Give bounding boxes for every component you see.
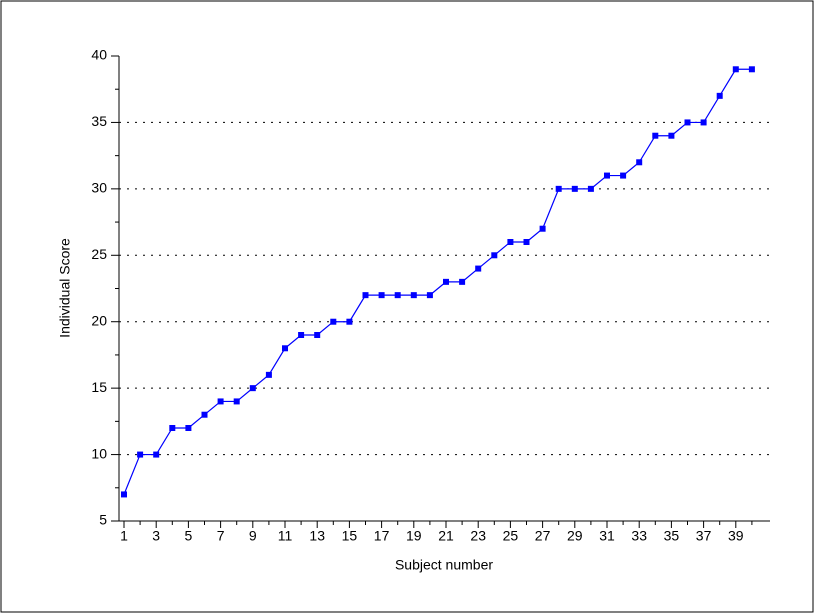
x-tick-label: 15	[342, 528, 358, 544]
point	[700, 119, 707, 126]
point	[217, 398, 224, 405]
x-tick-label: 7	[217, 528, 225, 544]
point	[249, 385, 256, 392]
point	[153, 451, 160, 458]
x-tick-label: 37	[696, 528, 712, 544]
point	[716, 92, 723, 99]
y-tick-label: 40	[91, 47, 107, 63]
point	[394, 292, 401, 299]
point	[652, 132, 659, 139]
point	[137, 451, 144, 458]
y-tick-label: 35	[91, 113, 107, 129]
x-tick-label: 29	[567, 528, 583, 544]
x-tick-label: 9	[249, 528, 257, 544]
point	[362, 292, 369, 299]
x-tick-label: 21	[438, 528, 454, 544]
point	[604, 172, 610, 179]
y-tick-label: 10	[91, 445, 107, 461]
point	[185, 425, 192, 431]
point	[426, 292, 433, 299]
point	[684, 119, 691, 126]
point	[459, 278, 466, 285]
point	[748, 66, 755, 73]
point	[169, 425, 176, 431]
x-tick-label: 19	[406, 528, 422, 544]
point	[475, 265, 482, 272]
point	[330, 318, 337, 325]
x-tick-label: 35	[664, 528, 680, 544]
y-tick-label: 5	[99, 512, 107, 528]
y-axis-label: Individual Score	[57, 238, 73, 338]
point	[282, 345, 288, 352]
x-tick-label: 23	[470, 528, 486, 544]
point	[555, 185, 562, 192]
point	[443, 278, 449, 285]
point	[539, 225, 546, 232]
x-tick-label: 31	[599, 528, 615, 544]
point	[314, 332, 321, 338]
x-tick-label: 39	[728, 528, 744, 544]
point	[410, 292, 417, 299]
point	[571, 185, 578, 192]
point	[636, 159, 643, 166]
point	[523, 239, 530, 245]
series-line	[123, 68, 752, 495]
x-tick-label: 17	[374, 528, 390, 544]
x-tick-label: 3	[152, 528, 160, 544]
x-tick-label: 5	[185, 528, 193, 544]
x-tick-label: 1	[120, 528, 128, 544]
point	[587, 185, 594, 192]
point	[620, 172, 627, 179]
x-tick-label: 33	[631, 528, 647, 544]
y-tick-label: 30	[91, 180, 107, 196]
point	[507, 239, 514, 245]
point	[265, 371, 272, 378]
point	[491, 252, 498, 259]
point	[121, 491, 127, 498]
y-tick-label: 15	[91, 379, 107, 395]
x-tick-label: 27	[535, 528, 551, 544]
point	[201, 411, 208, 418]
x-axis-label: Subject number	[395, 557, 493, 573]
point	[732, 66, 739, 73]
x-tick-label: 25	[503, 528, 519, 544]
point	[346, 318, 353, 325]
point	[233, 398, 240, 405]
point	[298, 332, 305, 338]
point	[378, 292, 385, 299]
y-tick-label: 20	[91, 312, 107, 328]
x-tick-label: 11	[278, 528, 293, 544]
point	[668, 132, 675, 139]
x-tick-label: 13	[309, 528, 325, 544]
y-tick-label: 25	[91, 246, 107, 262]
